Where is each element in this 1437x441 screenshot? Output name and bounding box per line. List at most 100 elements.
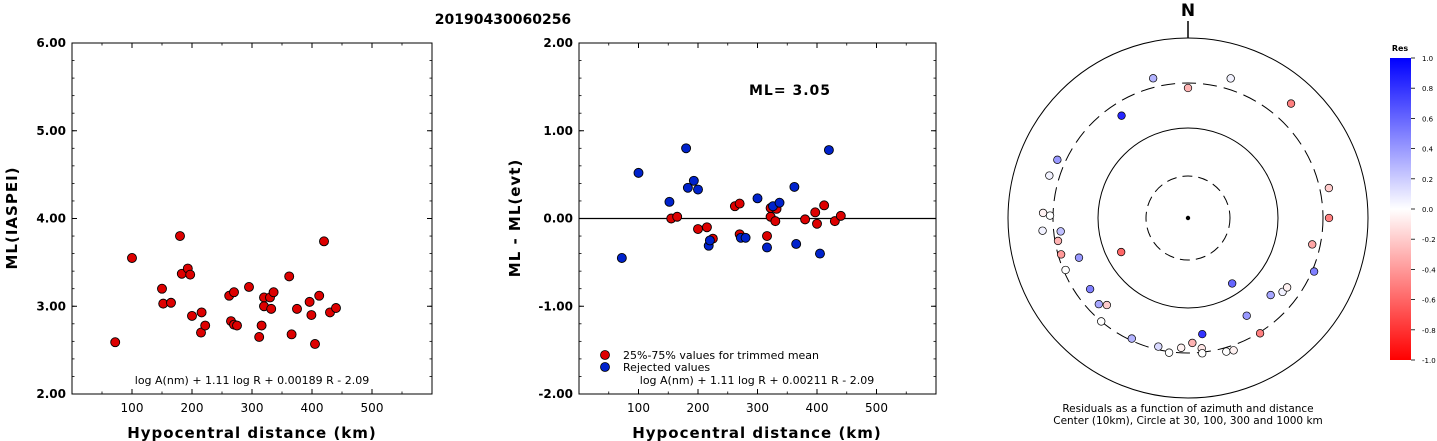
data-point [800, 214, 811, 225]
data-point [789, 181, 800, 192]
data-point [835, 210, 846, 221]
x-tick-label: 100 [121, 401, 144, 415]
colorbar-tick-label: 0.4 [1422, 146, 1434, 154]
y-tick-label: 2.00 [543, 36, 573, 50]
y-tick-label: 6.00 [36, 36, 66, 50]
polar-point [1061, 265, 1070, 275]
data-point [701, 222, 712, 233]
circle-30km [1145, 175, 1231, 261]
colorbar-tick-label: 0.8 [1422, 85, 1433, 93]
colorbar-tick-label: 0.0 [1422, 206, 1433, 214]
residual-colorbar: Res 1.0 0.8 0.6 0.4 0.2 0.0 -0.2 -0.4 -0.6 -0.8 -1… [1390, 44, 1436, 365]
data-point [762, 242, 772, 253]
polar-point [1053, 155, 1062, 164]
data-point [819, 200, 830, 211]
polar-point [1226, 74, 1235, 83]
y-tick-label: 4.00 [36, 212, 66, 226]
plot2-x-label: Hypocentral distance (km) [632, 424, 882, 441]
data-point [810, 207, 821, 218]
north-label: N [1181, 1, 1195, 21]
ml-value-annotation: ML= 3.05 [749, 83, 831, 99]
polar-point [1282, 283, 1292, 292]
polar-point [1198, 329, 1207, 339]
x-tick-label: 400 [301, 401, 324, 415]
polar-point [1074, 253, 1084, 262]
colorbar-tick-label: -0.8 [1422, 327, 1436, 335]
data-point [110, 337, 121, 348]
polar-point [1056, 227, 1065, 236]
polar-point [1149, 74, 1158, 83]
data-point [672, 211, 683, 222]
data-point [254, 332, 265, 342]
polar-point [1324, 183, 1334, 193]
colorbar-tick-label: -0.6 [1422, 297, 1436, 305]
ml-vs-distance-panel: 2.00 3.00 4.00 5.00 6.00 100 200 300 400 500 Hyp… [3, 36, 433, 441]
data-point [256, 320, 267, 331]
y-tick-label: -1.00 [538, 299, 573, 313]
polar-point [1228, 279, 1237, 288]
data-point [812, 218, 822, 229]
plot1-y-axis: 2.00 3.00 4.00 5.00 6.00 [36, 36, 432, 401]
legend-trimmed-label: 25%-75% values for trimmed mean [623, 349, 819, 362]
data-point [292, 303, 302, 314]
data-point [229, 287, 239, 298]
colorbar-tick-label: -0.4 [1422, 266, 1436, 274]
polar-point [1038, 226, 1047, 235]
colorbar-tick-label: 1.0 [1422, 55, 1433, 63]
data-point [266, 303, 277, 314]
y-tick-label: 5.00 [36, 124, 66, 138]
data-point [185, 269, 196, 280]
y-tick-label: -2.00 [538, 387, 573, 401]
y-tick-label: 0.00 [543, 212, 573, 226]
plot2-y-axis: -2.00 -1.00 0.00 1.00 2.00 [538, 36, 936, 401]
polar-point [1266, 290, 1275, 300]
data-point [815, 248, 825, 259]
colorbar-gradient [1390, 58, 1411, 360]
data-point [693, 184, 703, 195]
polar-point [1094, 299, 1103, 309]
data-point [823, 145, 834, 156]
polar-subcaption: Center (10km), Circle at 30, 100, 300 an… [1053, 415, 1323, 427]
y-tick-label: 1.00 [543, 124, 573, 138]
circle-1000km [1007, 37, 1369, 399]
data-point [693, 224, 703, 234]
data-point [770, 216, 781, 227]
polar-point [1188, 338, 1197, 348]
polar-point [1056, 250, 1066, 259]
polar-point [1324, 213, 1334, 223]
polar-point [1309, 267, 1319, 276]
x-tick-label: 300 [746, 401, 769, 415]
colorbar-tick-label: 0.6 [1422, 115, 1434, 123]
y-tick-label: 2.00 [36, 387, 66, 401]
polar-point [1229, 346, 1238, 355]
polar-point [1164, 348, 1174, 357]
data-point [314, 290, 325, 301]
polar-point [1308, 240, 1317, 249]
data-point [200, 320, 211, 331]
data-point [752, 193, 763, 204]
x-tick-label: 200 [181, 401, 204, 415]
polar-point [1117, 247, 1126, 257]
epicenter-dot [1185, 215, 1191, 221]
data-point [310, 339, 320, 349]
data-point [187, 310, 197, 321]
x-tick-label: 400 [806, 401, 829, 415]
data-point [286, 329, 297, 340]
plot1-formula: log A(nm) + 1.11 log R + 0.00189 R - 2.0… [135, 374, 369, 387]
x-tick-label: 300 [241, 401, 264, 415]
data-point [762, 231, 772, 242]
data-point [304, 296, 315, 307]
data-point [682, 182, 693, 193]
data-point [633, 167, 644, 178]
polar-point [1045, 171, 1054, 180]
x-tick-label: 500 [865, 401, 888, 415]
colorbar-tick-label: 0.2 [1422, 176, 1433, 184]
data-point [268, 287, 279, 298]
plot1-points [110, 231, 341, 349]
data-point [331, 303, 341, 313]
data-point [774, 197, 785, 208]
data-point [157, 283, 167, 294]
data-point [127, 253, 137, 263]
plot1-x-axis: 100 200 300 400 500 [101, 43, 403, 415]
